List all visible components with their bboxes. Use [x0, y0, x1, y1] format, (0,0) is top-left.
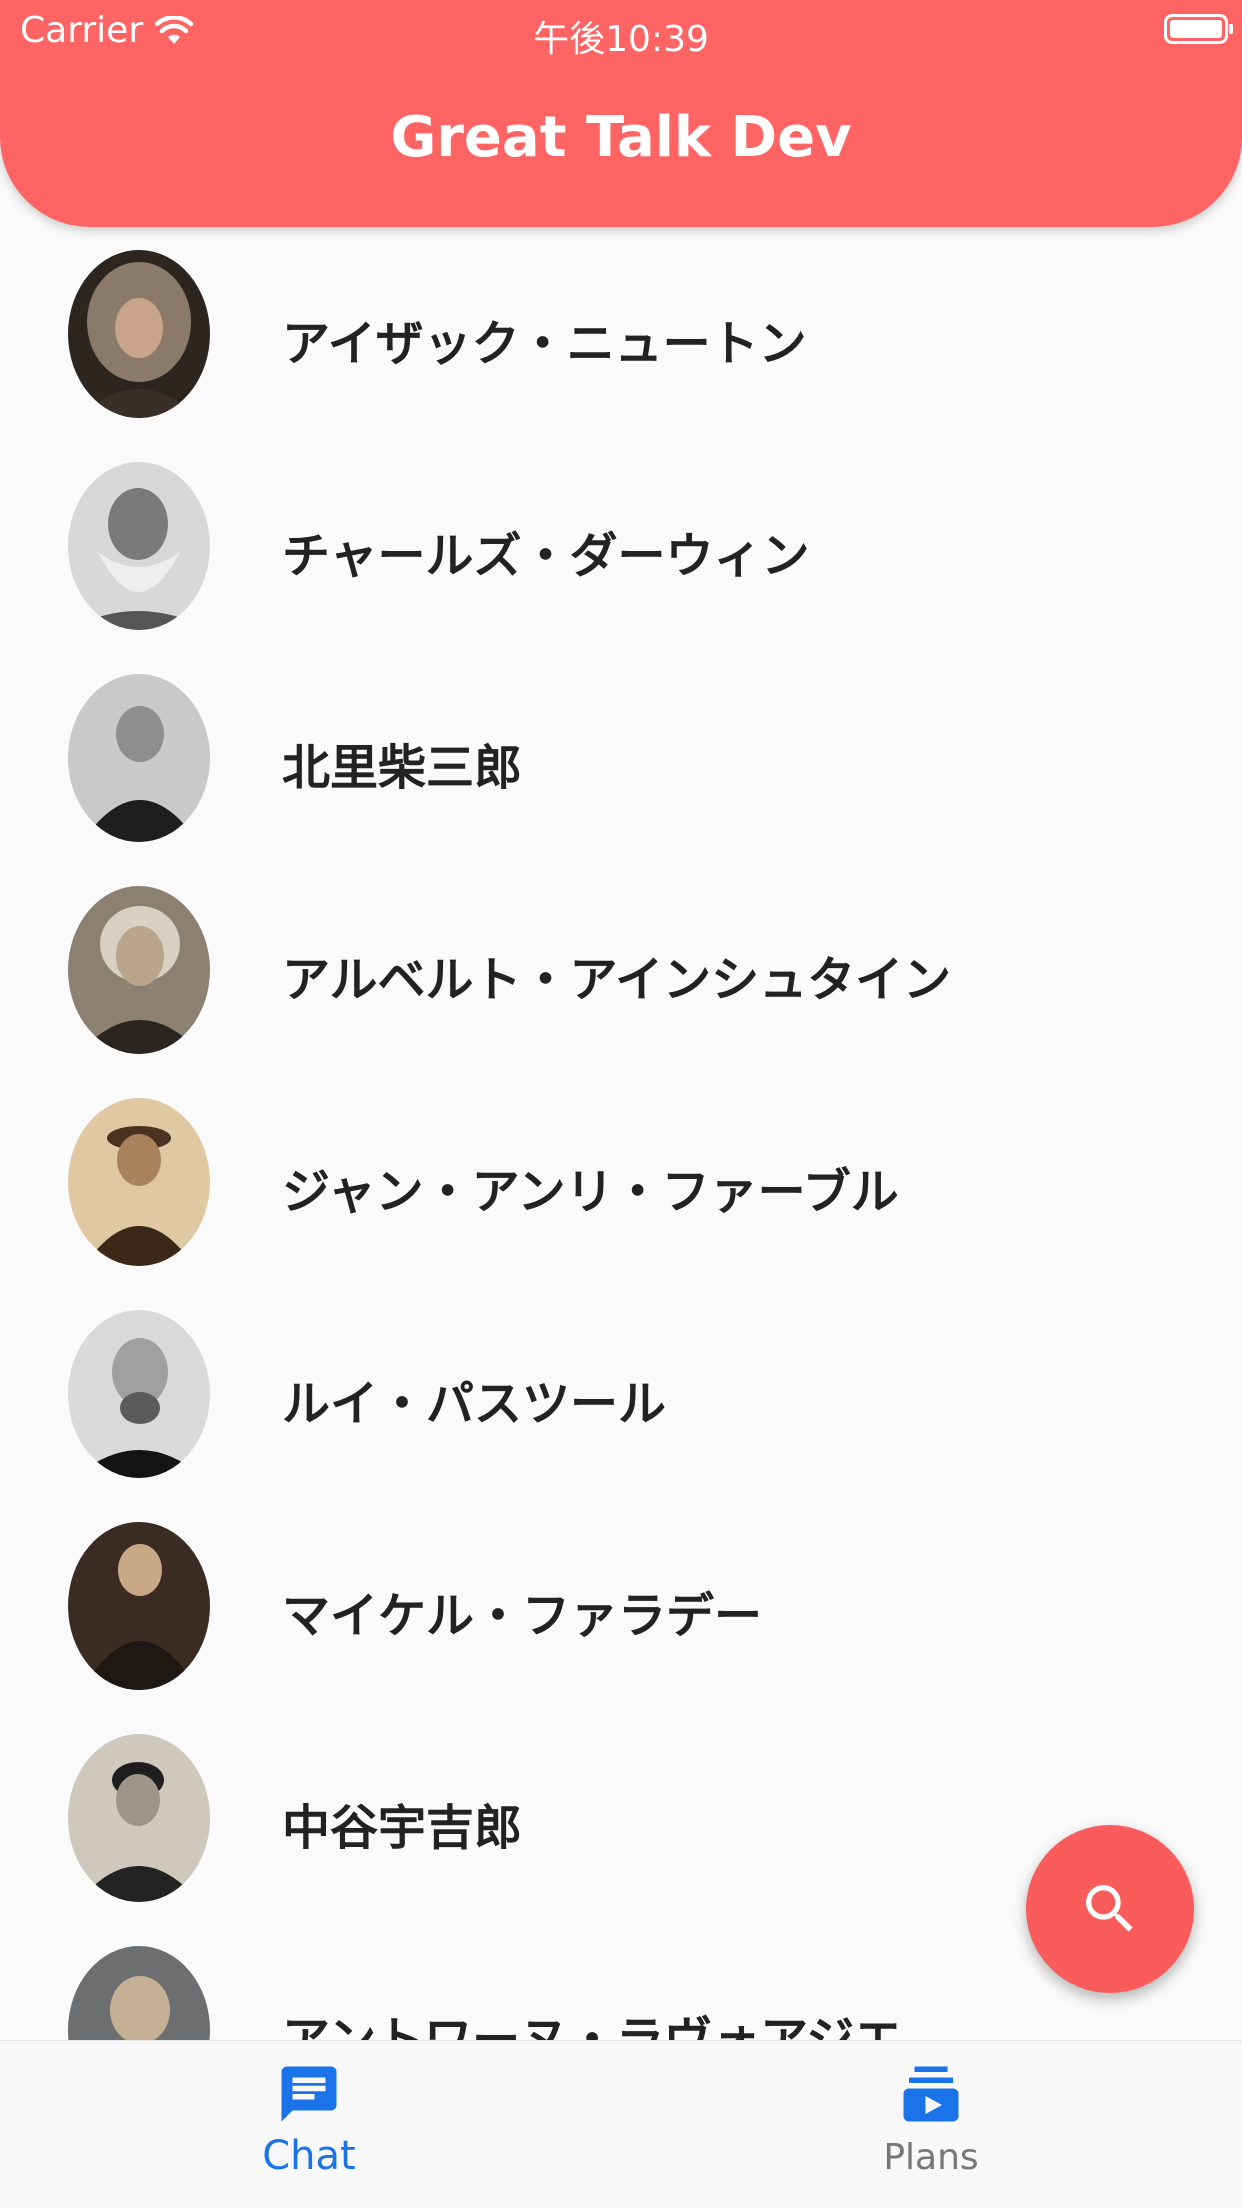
avatar	[68, 1734, 210, 1902]
carrier-indicator: Carrier	[20, 10, 194, 51]
app-bar: Carrier 午後10:39 Great Talk Dev	[0, 0, 1242, 227]
person-name: アイザック・ニュートン	[282, 316, 807, 372]
status-bar: Carrier 午後10:39	[0, 0, 1242, 62]
list-item[interactable]: ジャン・アンリ・ファーブル	[0, 1076, 1242, 1288]
list-item[interactable]: チャールズ・ダーウィン	[0, 440, 1242, 652]
list-item[interactable]: 北里柴三郎	[0, 652, 1242, 864]
wifi-icon	[155, 15, 194, 44]
avatar	[68, 1522, 210, 1690]
avatar	[68, 886, 210, 1054]
person-name: ルイ・パスツール	[282, 1376, 667, 1432]
person-name: チャールズ・ダーウィン	[282, 528, 810, 584]
list-item[interactable]: アイザック・ニュートン	[0, 228, 1242, 440]
battery-icon	[1164, 14, 1233, 44]
people-list: アイザック・ニュートン チャールズ・ダーウィン 北里柴三郎	[0, 228, 1242, 2040]
avatar	[68, 1310, 210, 1478]
person-name: ジャン・アンリ・ファーブル	[282, 1164, 899, 1220]
page-title: Great Talk Dev	[390, 105, 852, 170]
list-item[interactable]: ルイ・パスツール	[0, 1288, 1242, 1500]
avatar	[68, 674, 210, 842]
bottom-navigation: Chat Plans	[0, 2040, 1242, 2208]
list-item[interactable]: アルベルト・アインシュタイン	[0, 864, 1242, 1076]
avatar	[68, 250, 210, 418]
avatar	[68, 462, 210, 630]
nav-item-chat[interactable]: Chat	[159, 2061, 459, 2191]
subscriptions-icon	[903, 2066, 959, 2122]
person-name: アルベルト・アインシュタイン	[282, 952, 952, 1008]
search-button[interactable]	[1026, 1825, 1194, 1993]
person-name: アントワーヌ・ラヴォアジエ	[282, 2012, 903, 2040]
nav-label-plans: Plans	[883, 2137, 979, 2178]
avatar	[68, 1946, 210, 2040]
person-name: マイケル・ファラデー	[282, 1588, 763, 1644]
search-icon	[1086, 1885, 1133, 1932]
avatar	[68, 1098, 210, 1266]
nav-item-plans[interactable]: Plans	[781, 2061, 1081, 2191]
list-item[interactable]: マイケル・ファラデー	[0, 1500, 1242, 1712]
chat-icon	[281, 2066, 337, 2122]
list-item[interactable]: アントワーヌ・ラヴォアジエ	[0, 1924, 1242, 2040]
person-name: 北里柴三郎	[282, 740, 523, 796]
list-item[interactable]: 中谷宇吉郎	[0, 1712, 1242, 1924]
status-time: 午後10:39	[533, 19, 709, 60]
carrier-label: Carrier	[20, 10, 144, 51]
person-name: 中谷宇吉郎	[282, 1800, 523, 1856]
nav-label-chat: Chat	[262, 2133, 356, 2179]
